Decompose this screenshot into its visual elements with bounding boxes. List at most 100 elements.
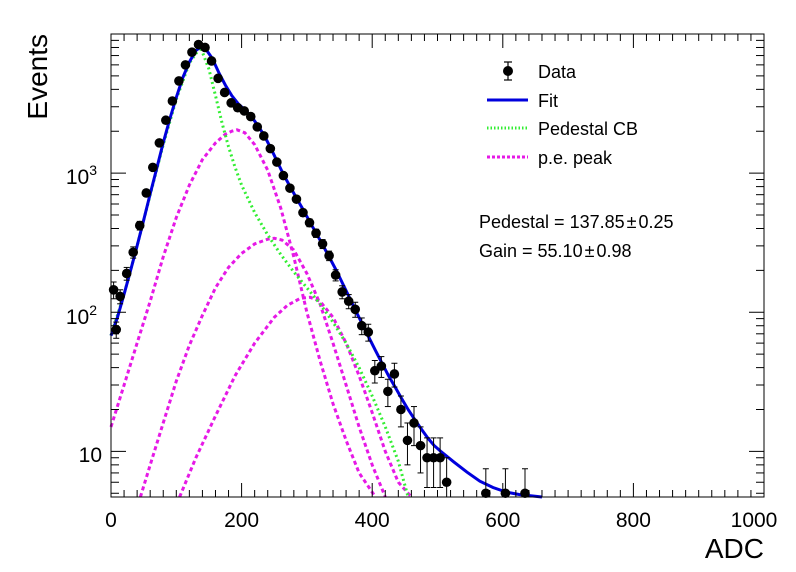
data-point	[154, 138, 165, 148]
legend-marker-data	[503, 61, 513, 81]
stat-gain-pm: ±	[585, 241, 595, 261]
legend: Data Fit Pedestal CB p.e. peak	[487, 61, 638, 168]
stat-pedestal: Pedestal = 137.85 ±0.25	[479, 212, 674, 232]
data-point	[245, 111, 256, 122]
data-point	[396, 395, 406, 428]
y-tick-label-100-exp: 2	[89, 302, 97, 318]
data-marker	[206, 56, 217, 66]
data-marker	[141, 188, 152, 198]
data-marker	[226, 98, 236, 108]
legend-label-fit: Fit	[538, 91, 558, 111]
data-point	[187, 47, 197, 57]
y-tick-label-100: 102	[66, 302, 97, 329]
x-tick-label-200: 200	[224, 509, 259, 532]
pe-peak-curve-3	[178, 295, 413, 498]
data-marker	[350, 304, 361, 315]
legend-label-data: Data	[538, 62, 577, 82]
data-marker	[356, 320, 367, 331]
data-marker	[337, 287, 347, 297]
data-point	[304, 217, 315, 228]
data-point	[252, 122, 263, 132]
data-marker	[219, 87, 230, 98]
data-point	[128, 246, 139, 259]
x-tick-label-800: 800	[616, 509, 651, 532]
data-point	[259, 131, 269, 141]
pe-peak-curve-1	[109, 128, 377, 498]
data-marker	[396, 404, 406, 415]
data-point	[174, 76, 184, 86]
data-marker	[252, 122, 263, 132]
data-point	[298, 207, 308, 218]
data-point	[350, 301, 361, 318]
data-marker	[298, 207, 308, 218]
data-point	[226, 98, 236, 108]
data-marker	[111, 324, 122, 335]
data-marker	[213, 73, 223, 84]
data-point	[278, 170, 289, 181]
data-point	[402, 422, 413, 466]
data-point	[134, 220, 145, 231]
data-marker	[376, 361, 387, 371]
data-point	[324, 250, 334, 262]
data-marker	[134, 220, 145, 231]
data-marker	[304, 217, 315, 228]
data-point	[167, 96, 178, 106]
data-marker	[259, 131, 269, 141]
data-marker	[291, 194, 302, 204]
pe-peak-curve-2	[138, 236, 387, 498]
data-marker	[154, 138, 165, 148]
data-point	[343, 294, 354, 310]
data-marker	[389, 369, 400, 379]
data-point	[141, 188, 152, 198]
data-marker	[174, 76, 184, 86]
stat-gain: Gain = 55.10 ±0.98	[479, 241, 632, 261]
data-marker	[317, 239, 328, 249]
stat-pedestal-value: Pedestal = 137.85	[479, 212, 625, 232]
data-marker	[415, 440, 426, 451]
stat-gain-err: 0.98	[596, 241, 631, 261]
data-marker	[187, 47, 197, 57]
data-point	[330, 269, 341, 282]
data-marker	[383, 386, 393, 397]
data-point	[180, 60, 191, 70]
x-tick-label-400: 400	[355, 509, 390, 532]
stat-pedestal-pm: ±	[627, 212, 637, 232]
data-marker	[278, 170, 289, 181]
data-point	[311, 228, 321, 239]
legend-label-pe-peak: p.e. peak	[538, 148, 613, 168]
data-marker	[409, 418, 419, 428]
data-point	[435, 437, 445, 489]
data-marker	[402, 435, 413, 446]
data-point	[147, 162, 158, 173]
legend-label-pedestal: Pedestal CB	[538, 119, 638, 139]
stat-pedestal-err: 0.25	[639, 212, 674, 232]
data-point	[317, 239, 328, 250]
x-tick-label-1000: 1000	[731, 509, 778, 532]
data-point	[383, 378, 393, 408]
data-marker	[200, 42, 210, 53]
data-marker	[324, 250, 334, 261]
data-marker	[481, 488, 491, 499]
data-marker	[239, 106, 250, 116]
data-marker	[435, 452, 445, 463]
data-point	[441, 457, 452, 498]
data-marker	[121, 268, 132, 279]
data-point	[272, 157, 282, 167]
y-tick-label-10: 10	[79, 444, 102, 467]
data-marker	[285, 183, 295, 193]
data-point	[389, 362, 400, 388]
axis-ticks-layer	[110, 33, 765, 497]
data-point	[213, 73, 223, 84]
data-point	[239, 106, 250, 116]
data-marker	[520, 488, 530, 499]
data-point	[219, 87, 230, 98]
data-marker	[128, 247, 139, 258]
data-marker	[115, 291, 125, 302]
data-point	[376, 356, 387, 378]
pedestal-cb-curve	[109, 43, 410, 498]
y-tick-label-1000-base: 10	[66, 166, 89, 189]
data-point	[337, 285, 347, 300]
data-point	[415, 426, 426, 474]
data-point	[161, 115, 171, 126]
